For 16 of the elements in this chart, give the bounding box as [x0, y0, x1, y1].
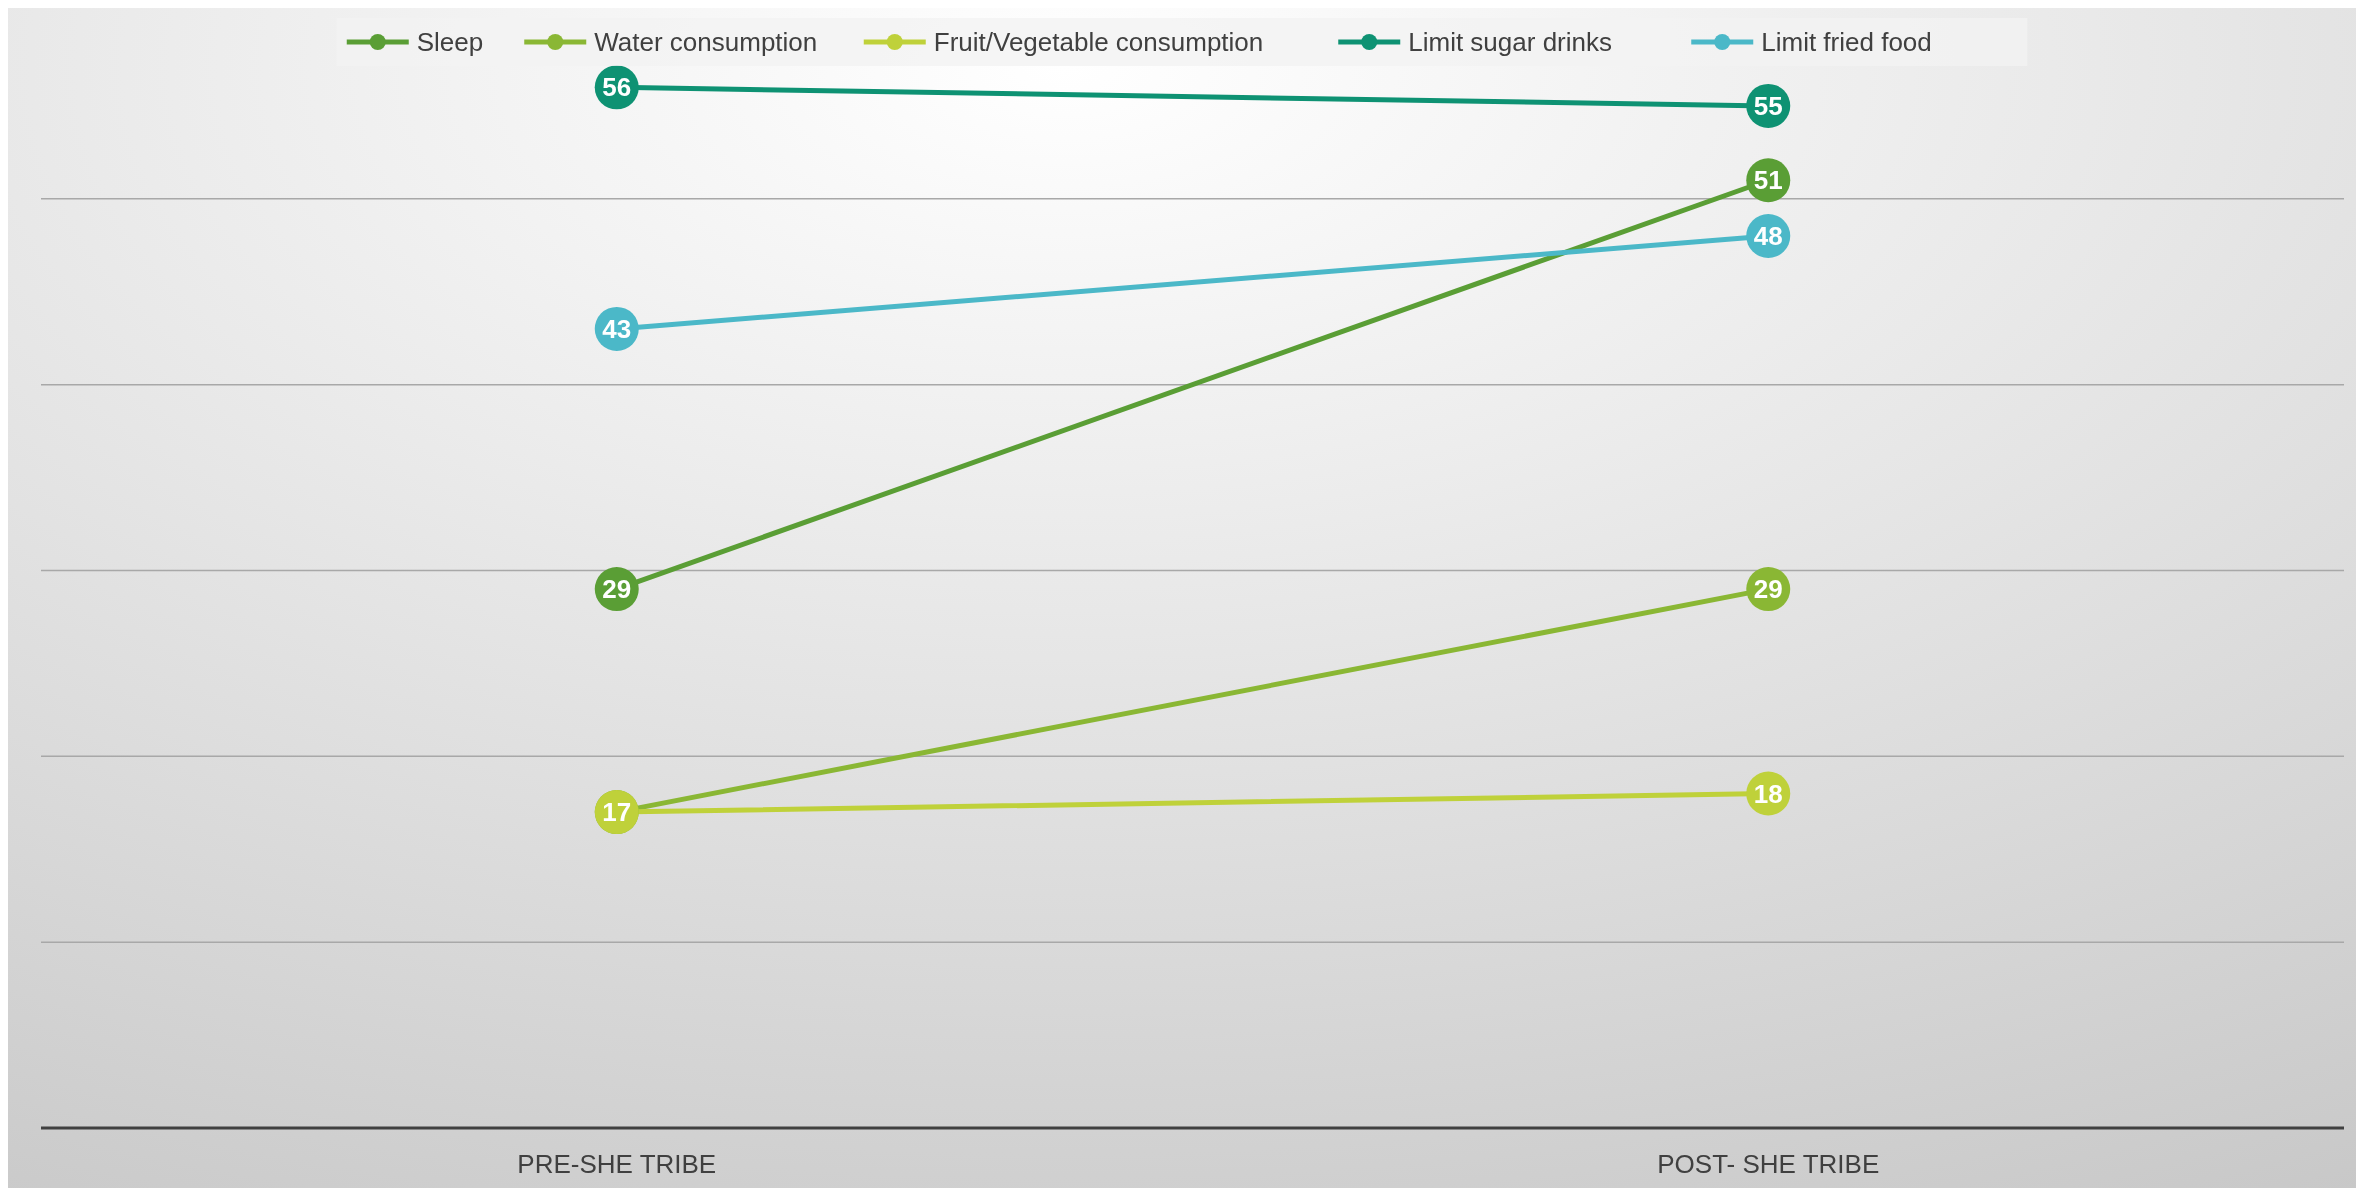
data-label: 29 [602, 574, 632, 605]
data-label: 55 [1753, 90, 1783, 121]
data-label: 51 [1753, 165, 1783, 196]
data-label: 18 [1753, 778, 1783, 809]
data-label: 48 [1753, 221, 1783, 251]
data-label: 43 [602, 313, 632, 344]
data-label: 29 [1753, 574, 1783, 605]
data-label: 56 [602, 72, 632, 103]
legend-label: Fruit/Vegetable consumption [933, 27, 1264, 57]
x-tick-label: PRE-SHE TRIBE [517, 1149, 717, 1179]
legend-label: Sleep [416, 27, 484, 57]
legend-label: Limit sugar drinks [1408, 27, 1612, 57]
x-tick-label: POST- SHE TRIBE [1657, 1149, 1880, 1179]
data-label: 17 [602, 797, 632, 828]
legend-label: Limit fried food [1761, 27, 1932, 57]
legend-label: Water consumption [594, 27, 818, 57]
